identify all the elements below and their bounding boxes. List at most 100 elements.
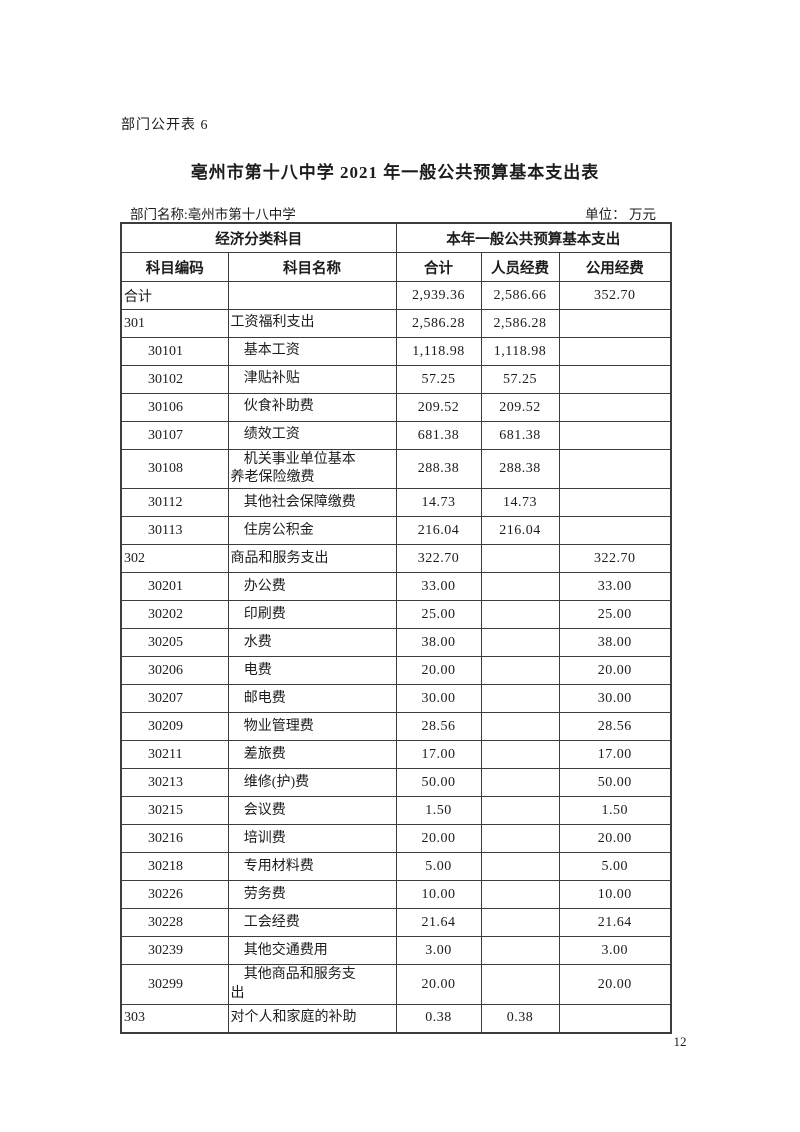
cell-personnel-funds	[480, 656, 560, 686]
cell-total: 28.56	[395, 712, 482, 742]
cell-public-funds: 20.00	[558, 824, 672, 854]
cell-subject-code: 30216	[120, 824, 229, 854]
cell-personnel-funds: 14.73	[480, 488, 560, 518]
cell-personnel-funds	[480, 908, 560, 938]
header-economic-classification: 经济分类科目	[120, 222, 397, 253]
cell-subject-name: 其他交通费用	[227, 936, 397, 966]
table-row: 30226 劳务费 10.00 10.00	[120, 880, 672, 910]
cell-subject-code: 30106	[120, 393, 229, 422]
cell-subject-code: 30102	[120, 365, 229, 394]
table-row: 30215 会议费 1.50 1.50	[120, 796, 672, 826]
header-columns-row: 科目编码 科目名称 合计 人员经费 公用经费	[120, 252, 672, 282]
cell-public-funds	[558, 337, 672, 366]
cell-subject-code: 30201	[120, 572, 229, 602]
cell-total: 216.04	[395, 516, 482, 546]
cell-public-funds	[558, 448, 672, 490]
cell-total: 14.73	[395, 488, 482, 518]
cell-subject-name: 水费	[227, 628, 397, 658]
cell-subject-name	[227, 281, 397, 310]
cell-public-funds: 1.50	[558, 796, 672, 826]
cell-total: 33.00	[395, 572, 482, 602]
table-row: 30239 其他交通费用 3.00 3.00	[120, 936, 672, 966]
cell-total: 0.38	[395, 1003, 482, 1034]
table-row: 30202 印刷费 25.00 25.00	[120, 600, 672, 630]
cell-public-funds	[558, 365, 672, 394]
cell-personnel-funds	[480, 936, 560, 966]
cell-public-funds	[558, 421, 672, 450]
cell-public-funds: 352.70	[558, 281, 672, 310]
cell-subject-code: 30299	[120, 964, 229, 1005]
cell-total: 209.52	[395, 393, 482, 422]
cell-total: 681.38	[395, 421, 482, 450]
cell-subject-name: 绩效工资	[227, 421, 397, 450]
cell-personnel-funds	[480, 684, 560, 714]
column-header-subject-code: 科目编码	[120, 252, 229, 282]
cell-subject-code: 30108	[120, 448, 229, 490]
cell-subject-code: 301	[120, 309, 229, 338]
cell-subject-code: 30218	[120, 852, 229, 882]
cell-public-funds: 21.64	[558, 908, 672, 938]
cell-subject-code: 302	[120, 544, 229, 574]
table-row: 30102 津贴补贴 57.25 57.25	[120, 365, 672, 394]
table-row: 30201 办公费 33.00 33.00	[120, 572, 672, 602]
cell-personnel-funds: 288.38	[480, 448, 560, 490]
table-row: 30216 培训费 20.00 20.00	[120, 824, 672, 854]
table-row: 30106 伙食补助费 209.52 209.52	[120, 393, 672, 422]
table-row: 30205 水费 38.00 38.00	[120, 628, 672, 658]
budget-table-body: 合计 2,939.36 2,586.66 352.70 301 工资福利支出 2,586.2…	[120, 281, 672, 1034]
cell-total: 322.70	[395, 544, 482, 574]
cell-subject-name: 工会经费	[227, 908, 397, 938]
table-row: 30206 电费 20.00 20.00	[120, 656, 672, 686]
cell-total: 2,586.28	[395, 309, 482, 338]
cell-public-funds: 20.00	[558, 964, 672, 1005]
cell-public-funds: 25.00	[558, 600, 672, 630]
cell-public-funds	[558, 488, 672, 518]
page-title: 亳州市第十八中学 2021 年一般公共预算基本支出表	[190, 163, 600, 182]
cell-public-funds: 33.00	[558, 572, 672, 602]
cell-subject-name: 商品和服务支出	[227, 544, 397, 574]
cell-total: 30.00	[395, 684, 482, 714]
cell-total: 20.00	[395, 824, 482, 854]
cell-subject-name: 对个人和家庭的补助	[227, 1003, 397, 1034]
cell-total: 10.00	[395, 880, 482, 910]
cell-personnel-funds	[480, 740, 560, 770]
header-group-row: 经济分类科目 本年一般公共预算基本支出	[120, 222, 672, 253]
cell-public-funds	[558, 309, 672, 338]
cell-public-funds	[558, 393, 672, 422]
table-row: 30228 工会经费 21.64 21.64	[120, 908, 672, 938]
cell-total: 21.64	[395, 908, 482, 938]
cell-subject-name: 伙食补助费	[227, 393, 397, 422]
cell-total: 50.00	[395, 768, 482, 798]
cell-public-funds	[558, 516, 672, 546]
column-header-public-funds: 公用经费	[558, 252, 672, 282]
cell-personnel-funds	[480, 768, 560, 798]
cell-personnel-funds: 0.38	[480, 1003, 560, 1034]
cell-personnel-funds: 2,586.28	[480, 309, 560, 338]
table-row: 合计 2,939.36 2,586.66 352.70	[120, 281, 672, 310]
cell-public-funds: 10.00	[558, 880, 672, 910]
page-number: 12	[673, 1034, 687, 1049]
cell-subject-name: 办公费	[227, 572, 397, 602]
cell-public-funds: 5.00	[558, 852, 672, 882]
cell-subject-code: 30113	[120, 516, 229, 546]
cell-subject-code: 30213	[120, 768, 229, 798]
cell-subject-name: 物业管理费	[227, 712, 397, 742]
table-row: 30207 邮电费 30.00 30.00	[120, 684, 672, 714]
cell-total: 1.50	[395, 796, 482, 826]
cell-total: 5.00	[395, 852, 482, 882]
cell-public-funds: 322.70	[558, 544, 672, 574]
table-row: 302 商品和服务支出 322.70 322.70	[120, 544, 672, 574]
cell-subject-name: 邮电费	[227, 684, 397, 714]
cell-subject-name: 基本工资	[227, 337, 397, 366]
cell-personnel-funds	[480, 600, 560, 630]
cell-subject-code: 303	[120, 1003, 229, 1034]
cell-personnel-funds	[480, 712, 560, 742]
cell-personnel-funds	[480, 544, 560, 574]
department-name: 部门名称:亳州市第十八中学	[130, 207, 296, 222]
cell-public-funds: 38.00	[558, 628, 672, 658]
cell-public-funds: 17.00	[558, 740, 672, 770]
cell-subject-name: 印刷费	[227, 600, 397, 630]
cell-subject-code: 30211	[120, 740, 229, 770]
cell-personnel-funds: 681.38	[480, 421, 560, 450]
cell-subject-code: 合计	[120, 281, 229, 310]
